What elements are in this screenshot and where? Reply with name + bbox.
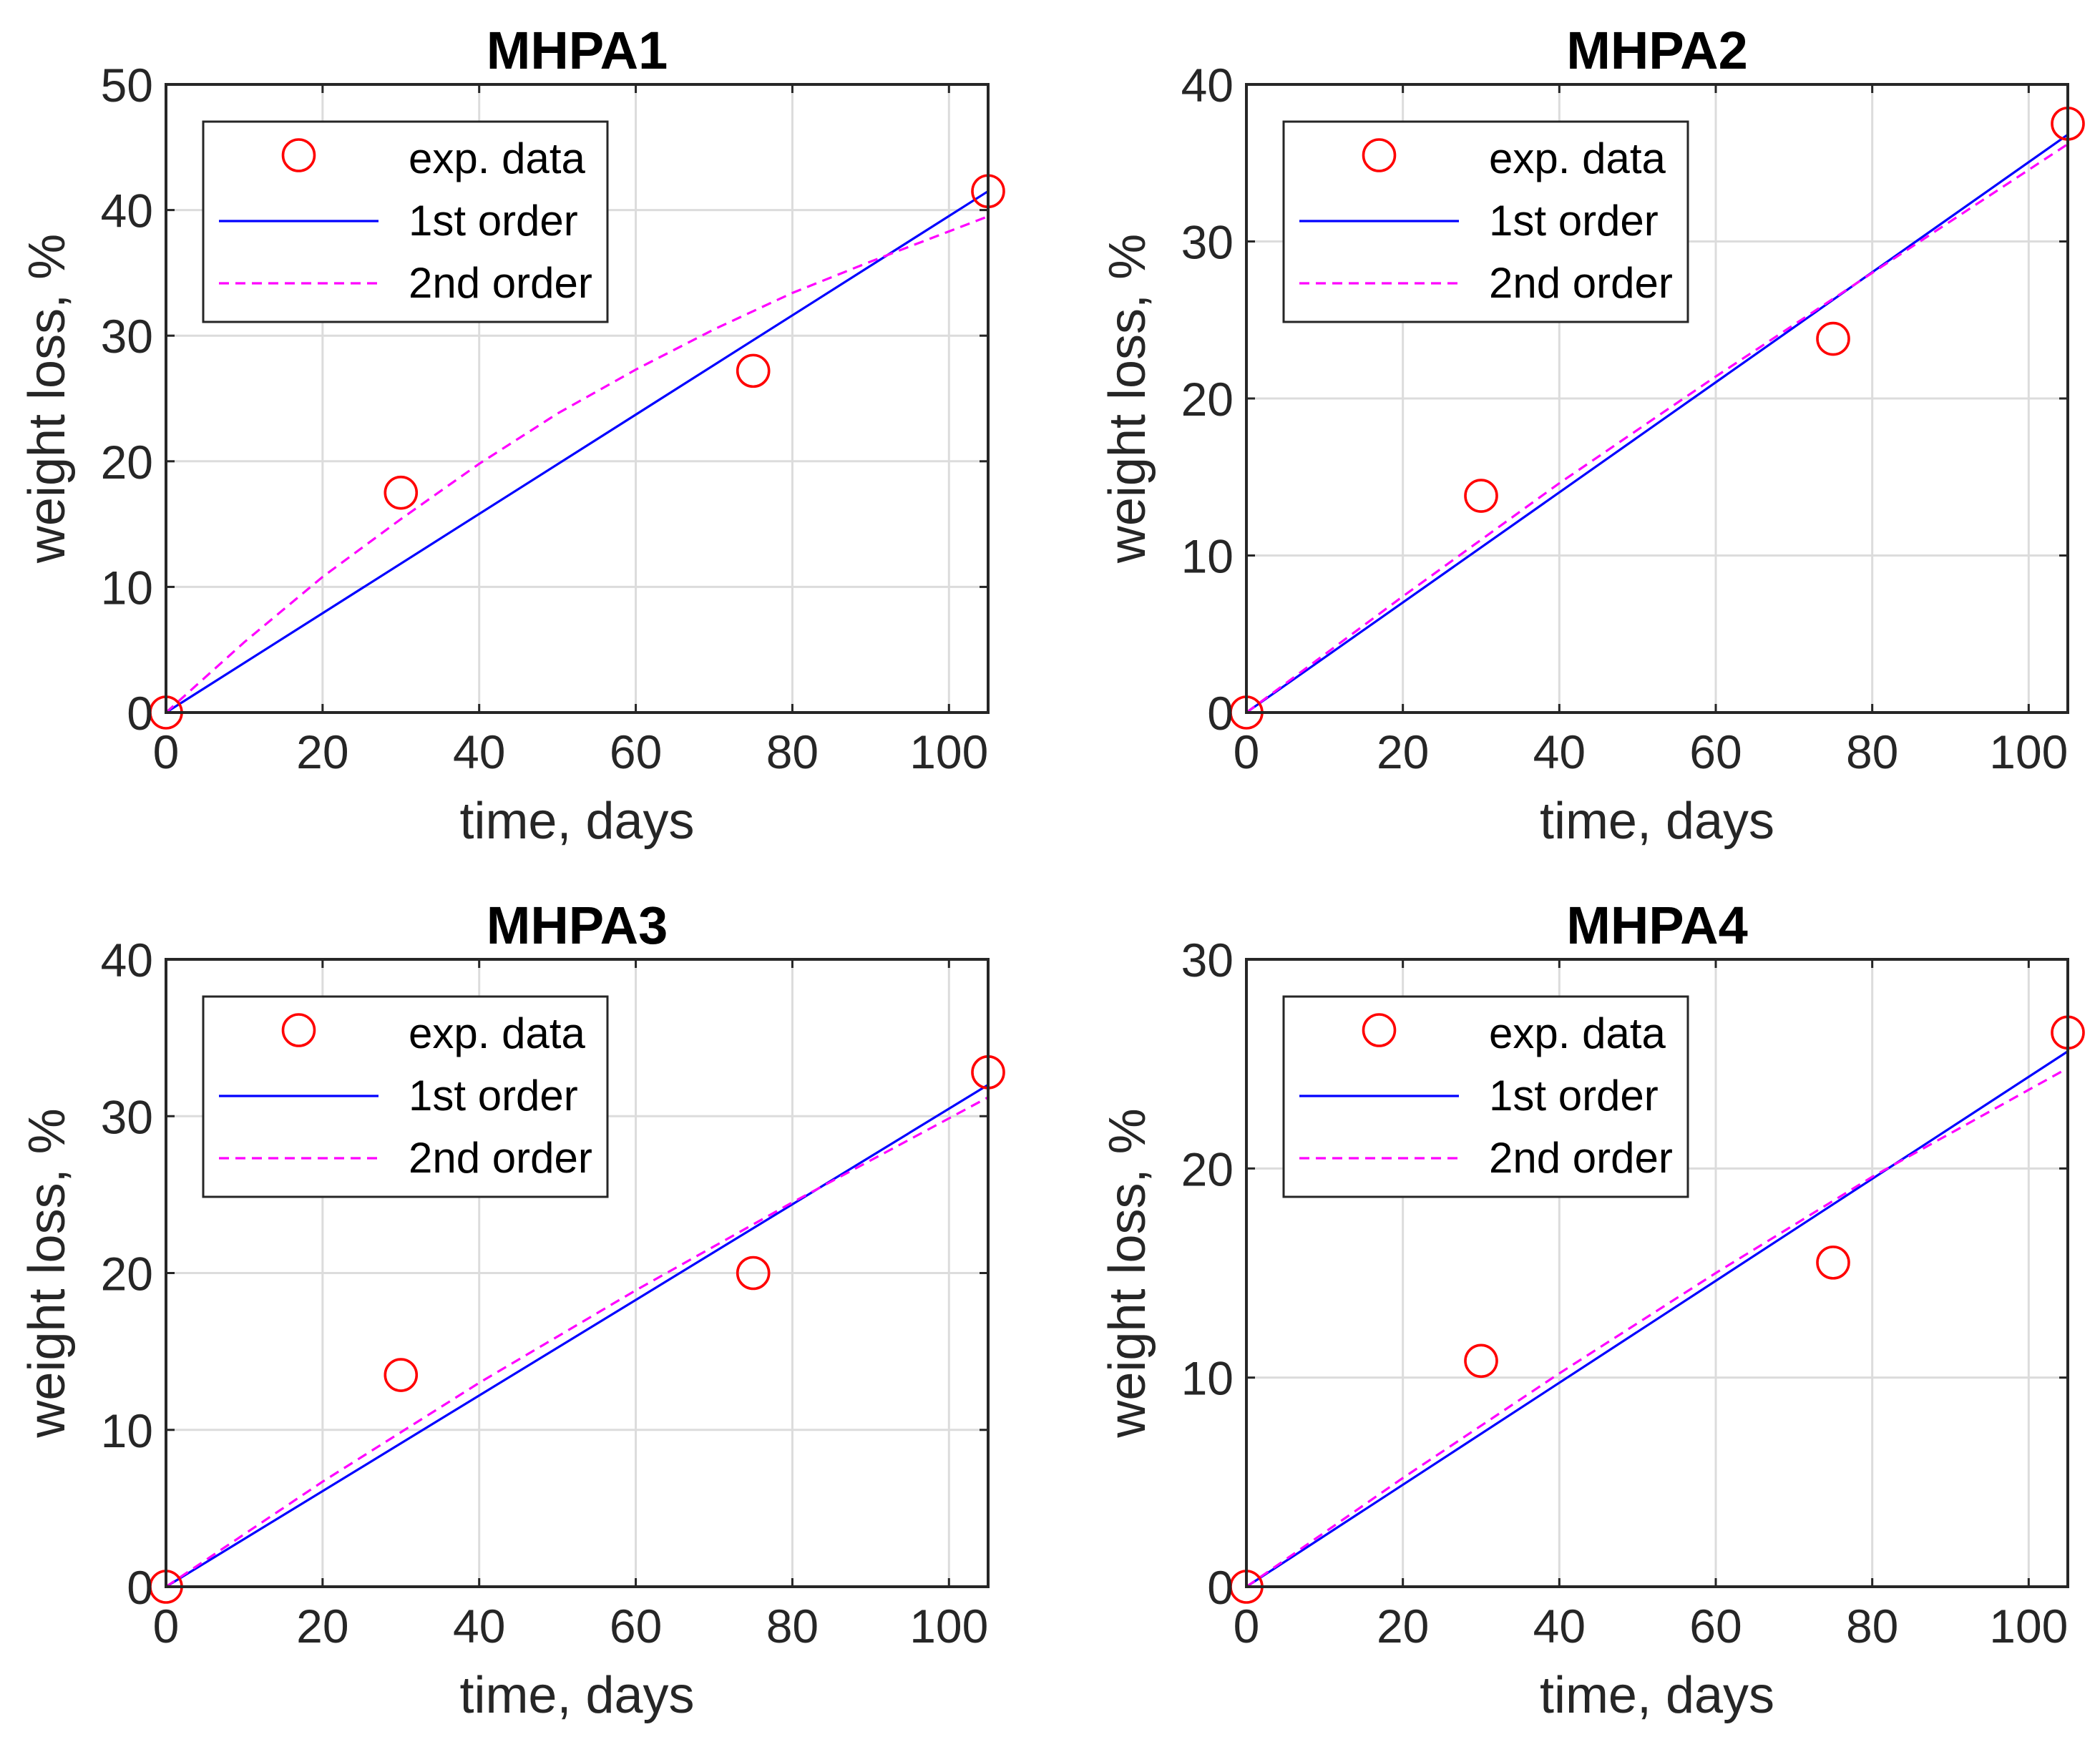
exp-data-point (1464, 1343, 1498, 1379)
y-tick-label: 10 (1181, 530, 1234, 583)
legend-marker-exp-data (1362, 138, 1397, 172)
y-axis-label: weight loss, % (19, 1108, 76, 1438)
y-tick-label: 30 (101, 310, 153, 363)
legend: exp. data 1st order 2nd order (1282, 995, 1689, 1198)
first-order-line (1246, 1050, 2069, 1588)
chart-title: MHPA2 (1566, 21, 1748, 80)
x-tick-label: 0 (153, 725, 180, 778)
legend: exp. data 1st order 2nd order (1282, 120, 1689, 323)
x-tick-label: 40 (453, 1600, 505, 1653)
x-tick-label: 40 (453, 725, 505, 778)
exp-data-point (384, 475, 419, 510)
first-order-line (1246, 133, 2069, 714)
x-tick-label: 40 (1533, 1600, 1586, 1653)
x-tick-label: 20 (1377, 1600, 1429, 1653)
y-tick-label: 0 (1207, 687, 1234, 740)
x-tick-label: 100 (1989, 1600, 2068, 1653)
second-order-line (165, 215, 989, 714)
first-order-line (165, 190, 989, 714)
x-tick-label: 0 (1234, 725, 1260, 778)
y-tick-label: 40 (1181, 59, 1234, 112)
y-tick-label: 0 (127, 1561, 153, 1614)
x-tick-label: 100 (909, 1600, 988, 1653)
x-tick-label: 100 (1989, 725, 2068, 778)
x-tick-label: 80 (766, 725, 819, 778)
y-tick-label: 10 (1181, 1352, 1234, 1405)
legend: exp. data 1st order 2nd order (202, 120, 609, 323)
axes-frame (1245, 958, 2069, 1588)
x-tick-label: 0 (1234, 1600, 1260, 1653)
y-tick-label: 30 (1181, 216, 1234, 269)
legend-entry-label: 1st order (1489, 197, 1659, 245)
chart-panel-3: 0 20 40 60 80 100 0 10 20 30 40 MHPA3 time, days weig… (19, 896, 1005, 1724)
x-tick-label: 40 (1533, 725, 1586, 778)
y-tick-label: 20 (101, 436, 153, 489)
second-order-line (165, 1096, 989, 1588)
exp-data-point (384, 1358, 419, 1392)
exp-data-point (1464, 479, 1498, 513)
y-tick-label: 20 (1181, 1142, 1234, 1195)
y-tick-label: 20 (1181, 373, 1234, 426)
chart-title: MHPA1 (487, 21, 668, 80)
legend-entry-label: 1st order (409, 197, 578, 245)
y-tick-label: 0 (1207, 1561, 1234, 1614)
y-tick-label: 50 (101, 59, 153, 112)
chart-panel-1: 0 20 40 60 80 100 0 10 20 30 40 50 MHPA1 time, days we… (19, 21, 1005, 850)
x-tick-label: 20 (296, 1600, 348, 1653)
x-tick-label: 60 (610, 725, 662, 778)
y-axis-label: weight loss, % (1099, 234, 1156, 564)
exp-data-point (1816, 321, 1850, 356)
y-tick-label: 40 (101, 185, 153, 238)
legend-marker-exp-data (1362, 1013, 1397, 1047)
legend-entry-label: exp. data (1489, 134, 1666, 182)
legend-entry-label: exp. data (1489, 1009, 1666, 1057)
x-tick-label: 0 (153, 1600, 180, 1653)
legend-entry-label: 1st order (409, 1072, 578, 1120)
legend-entry-label: 2nd order (1489, 259, 1673, 307)
chart-panel-2: 0 20 40 60 80 100 0 10 20 30 40 MHPA2 time, days weig… (1099, 21, 2085, 850)
exp-data-point (1816, 1245, 1850, 1280)
y-tick-label: 10 (101, 1404, 153, 1457)
legend-entry-label: 1st order (1489, 1072, 1659, 1120)
x-tick-label: 60 (610, 1600, 662, 1653)
y-tick-label: 40 (101, 934, 153, 987)
chart-title: MHPA4 (1566, 896, 1748, 955)
second-order-line (1246, 143, 2069, 714)
legend-entry-label: 2nd order (409, 259, 592, 307)
axes-frame (165, 83, 990, 714)
x-tick-label: 80 (1846, 1600, 1898, 1653)
y-axis-label: weight loss, % (1099, 1108, 1156, 1438)
x-tick-label: 80 (766, 1600, 819, 1653)
legend-entry-label: 2nd order (409, 1134, 592, 1182)
x-tick-label: 80 (1846, 725, 1898, 778)
y-axis-label: weight loss, % (19, 234, 76, 564)
legend: exp. data 1st order 2nd order (202, 995, 609, 1198)
legend-entry-label: exp. data (409, 1009, 585, 1057)
x-axis-label: time, days (1540, 793, 1774, 850)
x-tick-label: 60 (1689, 725, 1742, 778)
first-order-line (165, 1084, 989, 1588)
y-tick-label: 30 (1181, 934, 1234, 987)
x-axis-label: time, days (459, 793, 694, 850)
y-tick-label: 20 (101, 1248, 153, 1301)
y-tick-label: 0 (127, 687, 153, 740)
exp-data-point (736, 1256, 771, 1291)
legend-entry-label: 2nd order (1489, 1134, 1673, 1182)
x-axis-label: time, days (459, 1667, 694, 1724)
x-tick-label: 100 (909, 725, 988, 778)
y-tick-label: 10 (101, 561, 153, 614)
x-tick-label: 20 (296, 725, 348, 778)
y-tick-label: 30 (101, 1090, 153, 1143)
x-tick-label: 60 (1689, 1600, 1742, 1653)
chart-title: MHPA3 (487, 896, 668, 955)
x-tick-label: 20 (1377, 725, 1429, 778)
legend-marker-exp-data (281, 1013, 316, 1047)
exp-data-point (736, 353, 771, 388)
legend-marker-exp-data (281, 138, 316, 172)
chart-panel-4: 0 20 40 60 80 100 0 10 20 30 MHPA4 time, days weight… (1099, 896, 2085, 1724)
x-axis-label: time, days (1540, 1667, 1774, 1724)
legend-entry-label: exp. data (409, 134, 585, 182)
